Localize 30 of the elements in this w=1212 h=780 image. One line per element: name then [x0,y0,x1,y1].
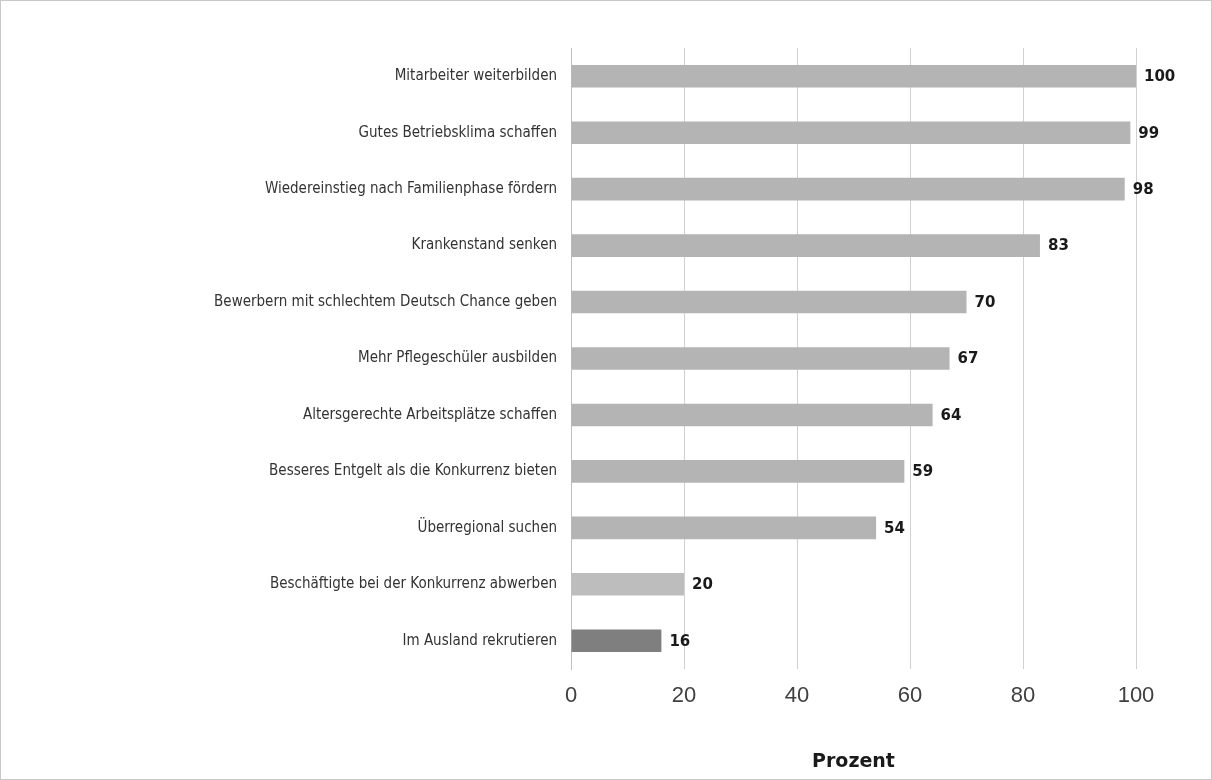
data-label: 20 [692,575,713,594]
y-tick-label: Beschäftigte bei der Konkurrenz abwerben [269,574,557,593]
data-label: 70 [974,292,996,311]
x-tick-label: 60 [897,682,923,708]
y-tick-label: Mitarbeiter weiterbilden [394,66,557,85]
x-tick-label: 40 [784,682,810,708]
y-tick-label: Gutes Betriebsklima schaffen [358,122,557,141]
y-tick-label: Wiedereinstieg nach Familienphase fördern [264,179,557,198]
data-label: 59 [912,462,934,481]
data-label: 98 [1132,180,1154,199]
data-label: 64 [940,405,962,424]
data-label: 67 [957,349,979,368]
data-label: 16 [669,631,691,650]
x-tick-label: 20 [671,682,697,708]
y-tick-label: Altersgerechte Arbeitsplätze schaffen [302,404,557,423]
data-label: 54 [884,518,905,537]
x-axis-title: Prozent [812,748,895,771]
data-label: 99 [1138,123,1160,142]
bar [571,629,662,653]
data-label: 83 [1047,236,1069,255]
data-label: 100 [1144,67,1176,86]
x-tick-label: 80 [1010,682,1036,708]
x-tick-label: 0 [564,682,578,708]
y-tick-label: Mehr Pflegeschüler ausbilden [358,348,557,367]
y-tick-label: Besseres Entgelt als die Konkurrenz bieten [269,461,557,480]
x-tick-label: 100 [1117,682,1155,708]
y-tick-label: Überregional suchen [417,516,557,536]
y-tick-label: Bewerbern mit schlechtem Deutsch Chance geben [214,291,557,310]
y-tick-label: Im Ausland rekrutieren [402,630,557,649]
y-tick-label: Krankenstand senken [411,235,557,254]
